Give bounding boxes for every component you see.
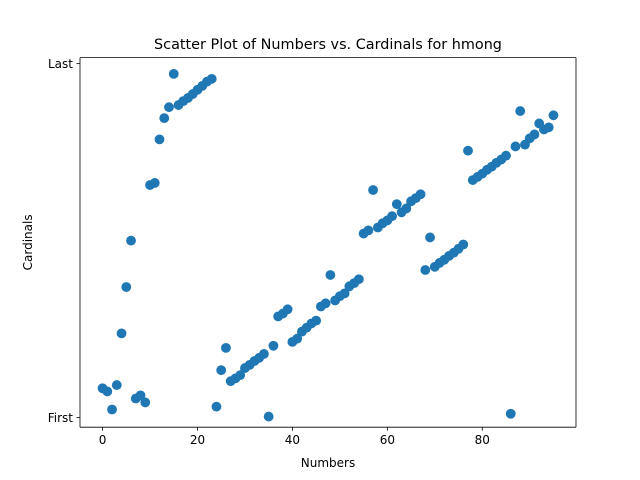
data-point [401,203,412,214]
x-tick-label: 0 [99,433,107,447]
data-point [282,304,293,315]
data-point [149,178,160,188]
data-point [107,404,117,415]
data-point [529,129,540,140]
data-point [325,270,336,280]
data-point [154,134,165,145]
data-point [168,68,179,79]
data-point [415,189,426,200]
data-point [387,211,397,222]
data-point [206,73,217,84]
data-point [353,274,364,285]
x-tick-label: 20 [190,433,205,447]
data-point [263,411,274,422]
data-point [235,370,246,381]
y-axis-label: Cardinals [21,214,35,270]
chart-title: Scatter Plot of Numbers vs. Cardinals fo… [154,37,502,53]
y-tick-label: First [48,411,74,425]
x-tick-label: 60 [380,433,395,447]
x-axis-ticks: 0 20 40 60 80 [99,427,490,447]
data-point [135,390,146,401]
data-point [111,380,122,390]
data-point [363,225,374,236]
data-point [140,397,151,408]
data-point [501,150,511,161]
data-point [116,328,127,339]
data-point [292,333,303,344]
data-point [391,199,402,210]
data-point [164,102,174,113]
data-point [211,401,222,412]
plot-frame [79,57,577,428]
y-axis-ticks: First Last [48,57,80,425]
data-point [368,185,378,195]
data-point [425,232,435,243]
data-point [515,106,526,116]
data-point [510,141,521,152]
data-point [548,110,559,121]
data-point [458,239,469,250]
data-point [505,408,516,419]
x-tick-label: 40 [285,433,300,447]
data-point [420,265,431,275]
x-axis-label: Numbers [301,456,355,470]
data-point [121,282,132,292]
data-point [339,288,350,299]
data-point [216,365,227,376]
data-point [543,122,554,133]
data-point [259,349,269,359]
plot-area [80,57,576,428]
data-point [126,235,136,246]
data-point [221,342,231,353]
data-point [268,340,279,351]
x-tick-label: 80 [475,433,490,447]
y-tick-label: Last [48,57,73,71]
data-points [97,68,559,422]
data-point [102,386,113,397]
data-point [311,315,322,326]
data-point [159,113,170,124]
data-point [463,145,473,156]
data-point [320,298,331,309]
